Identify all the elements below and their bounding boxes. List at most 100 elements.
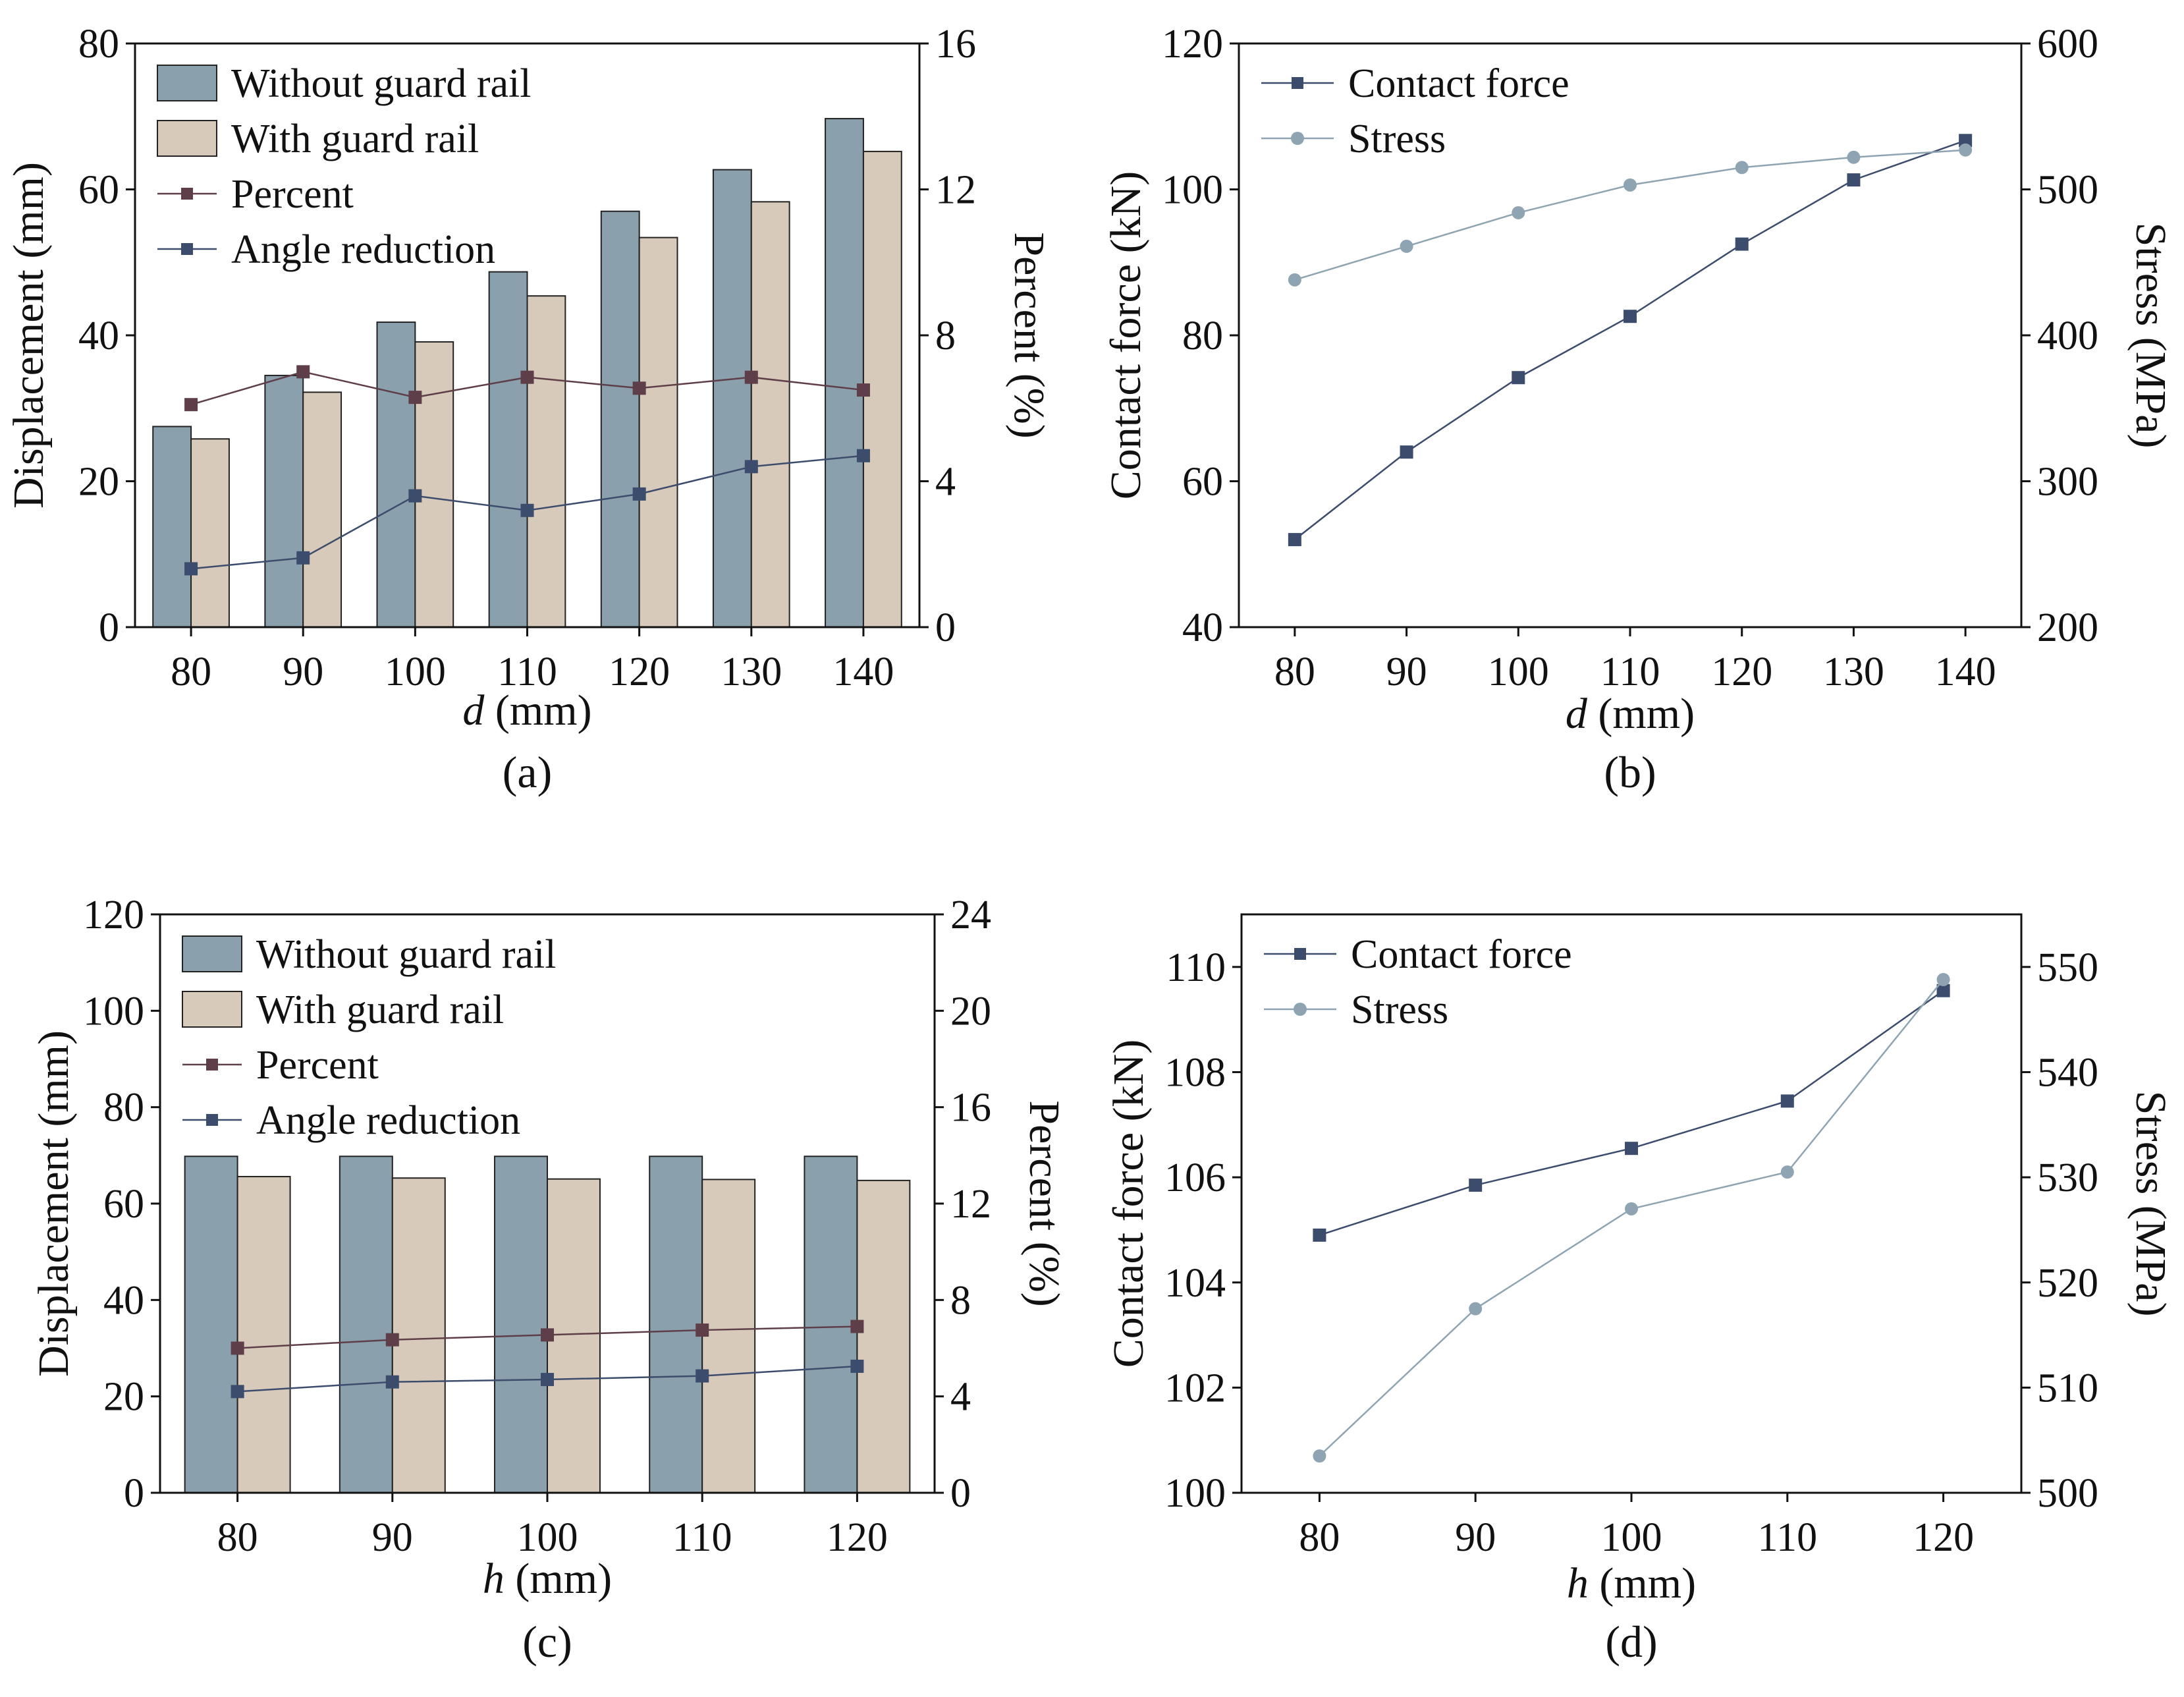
point-angle-reduction-140 [856,449,870,462]
legend-label: Percent [256,1043,379,1088]
point-stress-120 [1735,161,1749,175]
point-angle-reduction-80 [231,1385,244,1399]
x-tick-label: 80 [171,650,211,694]
y-right-axis-title: Stress (MPa) [2127,223,2175,449]
x-tick-label: 120 [1913,1515,1974,1560]
point-contact-force-120 [1735,237,1749,251]
point-percent-90 [385,1333,399,1347]
point-contact-force-90 [1400,445,1413,459]
x-tick-label: 90 [1386,650,1427,694]
point-contact-force-110 [1780,1094,1794,1108]
bar-without-guard-rail-90 [264,374,304,628]
x-tick-label: 80 [217,1515,258,1560]
point-percent-130 [744,370,758,384]
bar-without-guard-rail-140 [825,118,864,628]
y-right-tick-label: 0 [935,605,956,650]
legend-label: Contact force [1348,61,1570,106]
legend-label: Stress [1348,117,1446,161]
x-tick-label: 110 [497,650,557,694]
bar-without-guard-rail-80 [152,426,192,628]
y-tick-label: 100 [83,989,144,1034]
x-axis-title: d (mm) [462,686,591,735]
y-right-tick-label: 12 [935,168,976,213]
legend: Contact force Stress [1261,61,1570,161]
panel-tag: (c) [522,1617,572,1667]
y-axis-title: Contact force (kN) [1105,1040,1153,1368]
y-right-tick-label: 16 [950,1086,991,1130]
legend-marker [1294,1003,1307,1016]
line-stress [1319,979,1944,1457]
point-contact-force-140 [1959,134,1973,148]
bar-with-guard-rail-110 [701,1179,756,1493]
x-tick-label: 100 [385,650,446,694]
bar-without-guard-rail-130 [712,169,752,628]
y-tick-label: 20 [103,1375,144,1420]
point-contact-force-80 [1288,533,1301,547]
x-tick-label: 140 [1935,650,1996,694]
y-axis-title: Displacement (mm) [30,1030,78,1377]
y-right-tick-label: 0 [950,1471,971,1516]
chart-panel-3: 0 20 40 60 80 100 120 0 4 8 12 16 20 24 80 90 100 110 120 D… [30,893,1068,1667]
point-angle-reduction-130 [744,460,758,474]
y-tick-label: 120 [83,893,144,937]
y-right-tick-label: 400 [2037,314,2098,358]
chart-panel-1: 0 20 40 60 80 0 4 8 12 16 80 90 100 110 120 130 140 Displ… [5,22,1053,797]
legend-label: Without guard rail [256,932,557,977]
legend: Without guard rail With guard rail Percent… [157,61,532,272]
legend-label: With guard rail [231,117,479,161]
point-stress-90 [1400,239,1413,253]
legend-swatch [157,120,217,157]
bar-without-guard-rail-120 [804,1155,858,1493]
legend-swatch [157,65,217,101]
y-right-tick-label: 530 [2037,1155,2098,1200]
legend-label: With guard rail [256,988,504,1032]
legend-swatch [182,935,242,972]
bar-with-guard-rail-120 [856,1179,911,1493]
point-percent-100 [541,1328,554,1342]
legend-marker [206,1059,218,1071]
y-right-tick-label: 4 [935,460,956,505]
y-tick-label: 80 [103,1086,144,1130]
chart-panel-4: 100 102 104 106 108 110 500 510 520 530 540 550 80 90… [1105,913,2175,1667]
x-tick-label: 90 [1455,1515,1496,1560]
point-stress-120 [1936,972,1950,986]
point-angle-reduction-90 [385,1375,399,1389]
legend: Without guard rail With guard rail Percent… [182,932,557,1143]
legend-swatch [182,991,242,1028]
bar-with-guard-rail-80 [236,1176,291,1493]
bar-with-guard-rail-80 [190,438,230,628]
x-tick-label: 140 [833,650,894,694]
y-tick-label: 40 [1182,605,1223,650]
y-tick-label: 0 [124,1471,144,1516]
y-right-tick-label: 200 [2037,605,2098,650]
point-contact-force-80 [1313,1228,1326,1242]
point-stress-110 [1624,178,1637,192]
x-tick-label: 120 [1711,650,1772,694]
y-right-axis-title: Percent (%) [1020,1100,1068,1306]
y-right-tick-label: 510 [2037,1366,2098,1410]
legend-label: Without guard rail [231,61,532,106]
panel-tag: (b) [1604,747,1656,797]
point-contact-force-100 [1512,371,1525,385]
point-stress-80 [1313,1449,1326,1463]
point-stress-100 [1625,1202,1638,1215]
bar-with-guard-rail-100 [547,1178,601,1494]
y-right-tick-label: 20 [950,989,991,1034]
bar-without-guard-rail-110 [488,271,528,628]
y-right-tick-label: 300 [2037,460,2098,505]
bar-without-guard-rail-120 [600,210,640,628]
x-tick-label: 90 [283,650,323,694]
point-percent-100 [408,391,422,404]
bar-with-guard-rail-120 [638,236,678,628]
y-right-tick-label: 550 [2037,945,2098,990]
point-angle-reduction-110 [520,503,534,517]
point-stress-80 [1288,273,1301,287]
panel-tag: (a) [503,747,552,797]
y-tick-label: 60 [78,168,119,213]
point-stress-100 [1512,206,1525,219]
y-tick-label: 20 [78,460,119,505]
x-axis-title: d (mm) [1566,690,1695,738]
point-angle-reduction-120 [850,1359,864,1373]
line-contact-force [1294,140,1966,541]
